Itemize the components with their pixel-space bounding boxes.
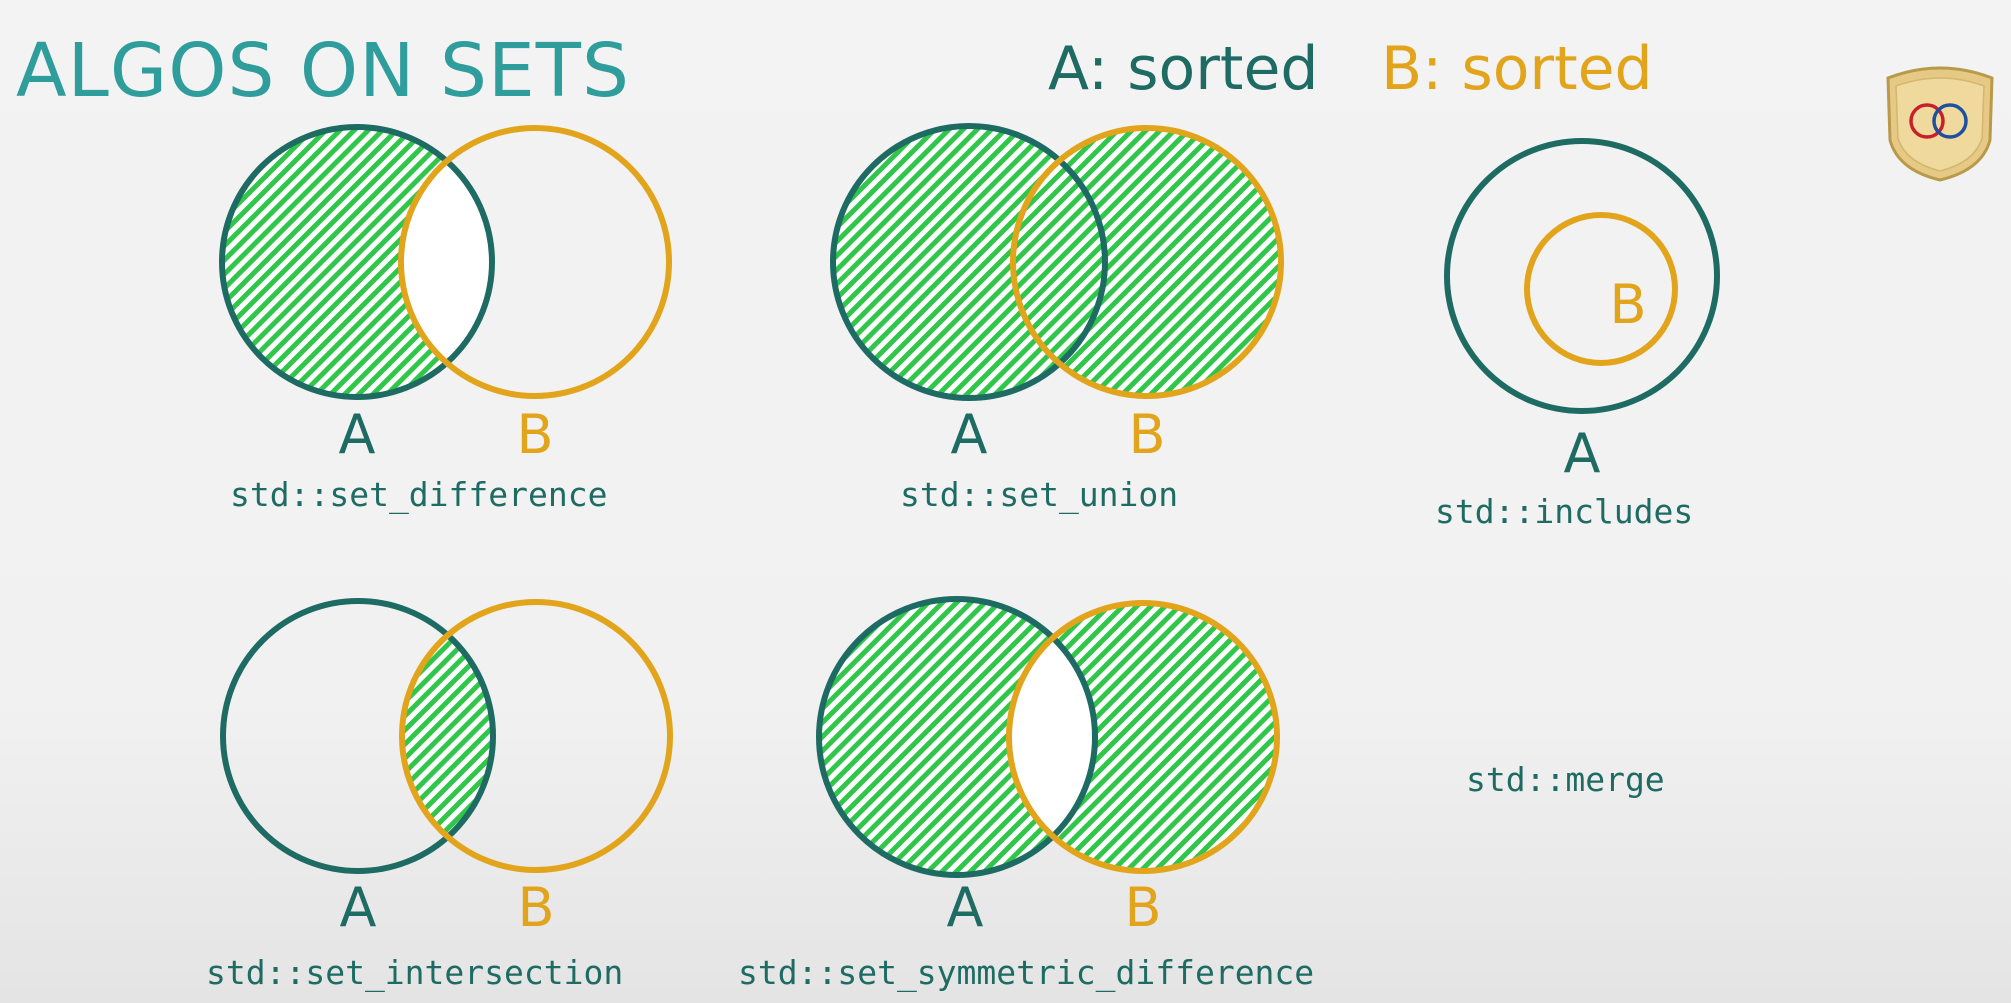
diagram-set-difference: A B (219, 124, 672, 466)
label-set-difference: std::set_difference (230, 475, 608, 514)
intersection-cutout (401, 128, 492, 396)
set-a-label: A (947, 876, 984, 939)
set-b-label: B (1128, 403, 1165, 466)
set-a-label: A (339, 403, 376, 466)
label-set-union: std::set_union (900, 475, 1179, 514)
set-b-circle (1524, 212, 1678, 366)
page-title: ALGOS ON SETS (16, 28, 630, 114)
set-b-label: B (516, 403, 553, 466)
set-b-circle (398, 125, 672, 399)
label-set-intersection: std::set_intersection (206, 953, 624, 992)
diagram-set-intersection: A B (220, 598, 673, 939)
interlocking-rings-icon (1909, 103, 1968, 139)
label-set-symmetric-difference: std::set_symmetric_difference (738, 953, 1315, 992)
set-a-circle (830, 123, 1108, 401)
label-merge: std::merge (1466, 760, 1665, 799)
set-b-circle (1006, 600, 1280, 874)
set-b-circle (399, 599, 673, 873)
legend-b-sorted: B: sorted (1381, 34, 1653, 104)
set-b-label: B (517, 876, 554, 939)
set-b-label: B (1124, 876, 1161, 939)
legend-a-sorted: A: sorted (1048, 34, 1319, 104)
set-a-circle (219, 124, 495, 400)
diagram-set-symmetric-difference: A B (816, 596, 1280, 939)
set-a-circle (816, 596, 1098, 878)
set-b-circle (1010, 125, 1284, 399)
set-a-circle (1444, 138, 1720, 414)
set-b-hatched-region (1013, 128, 1281, 396)
set-a-circle (220, 598, 496, 874)
label-includes: std::includes (1435, 492, 1694, 531)
set-a-label: A (340, 876, 377, 939)
set-a-label: A (951, 403, 988, 466)
shield-icon (1886, 66, 1994, 182)
set-b-label: B (1609, 273, 1646, 336)
intersection-hatched-region (402, 602, 493, 870)
diagram-includes: B A (1444, 138, 1720, 485)
diagram-set-union: A B (830, 123, 1284, 466)
set-a-label: A (1564, 422, 1601, 485)
